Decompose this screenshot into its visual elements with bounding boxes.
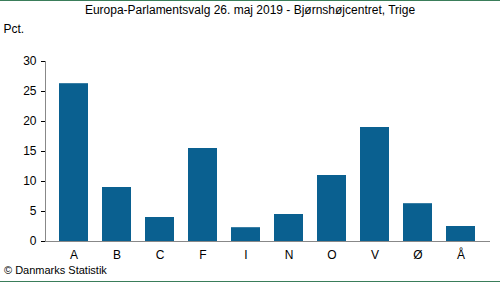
svg-text:5: 5: [30, 204, 37, 218]
html-text:© Danmarks Statistik: © Danmarks Statistik: [4, 264, 107, 276]
svg-text:15: 15: [23, 144, 37, 158]
html-text:Europa-Parlamentsvalg 26. maj: Europa-Parlamentsvalg 26. maj 2019 - Bjø…: [84, 3, 416, 17]
svg-text:Å: Å: [457, 247, 465, 262]
svg-text:C: C: [156, 248, 165, 262]
svg-text:0: 0: [30, 234, 37, 248]
svg-text:30: 30: [23, 54, 37, 68]
svg-text:A: A: [70, 248, 78, 262]
svg-text:I: I: [244, 248, 247, 262]
svg-text:O: O: [327, 248, 336, 262]
svg-text:B: B: [113, 248, 121, 262]
svg-text:F: F: [199, 248, 206, 262]
svg-text:N: N: [285, 248, 294, 262]
svg-text:10: 10: [23, 174, 37, 188]
svg-text:25: 25: [23, 84, 37, 98]
svg-text:Pct.: Pct.: [4, 22, 25, 36]
svg-text:20: 20: [23, 114, 37, 128]
svg-text:V: V: [371, 248, 379, 262]
svg-text:Ø: Ø: [413, 248, 422, 262]
